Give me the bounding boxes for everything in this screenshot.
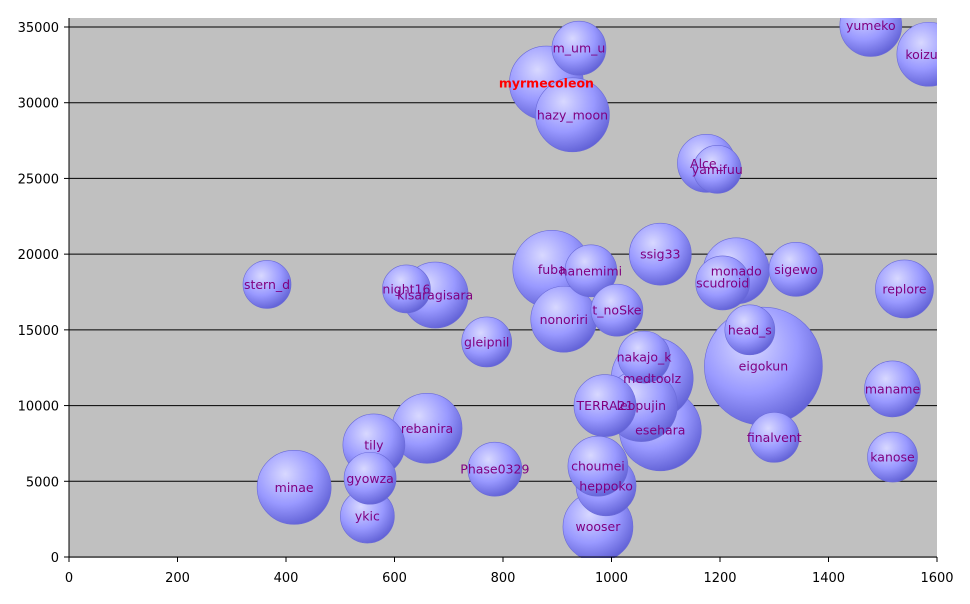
bubble-label-fuba: fuba <box>538 262 566 277</box>
bubble-scudroid <box>695 255 751 311</box>
y-axis-ticks: 0 5000 10000 15000 20000 25000 30000 35000 <box>18 21 69 566</box>
bubble-label-TERRA21: TERRA21 <box>576 398 634 413</box>
bubble-label-yamifuu: yamifuu <box>692 162 743 177</box>
bubble-label-gleipnil: gleipnil <box>464 334 509 349</box>
bubble-replore <box>875 259 934 319</box>
bubble-label-stern_d: stern_d <box>244 277 290 292</box>
bubble-label-night16: night16 <box>382 281 430 296</box>
bubble-t_noSke <box>590 283 644 337</box>
bubble-hanemimi <box>564 244 618 298</box>
x-tick-label-6: 1200 <box>703 571 736 586</box>
y-tick-label-4: 20000 <box>18 248 59 263</box>
bubble-label-scudroid: scudroid <box>696 275 749 290</box>
bubble-label-Phase0329: Phase0329 <box>460 462 529 477</box>
bubble-label-maname: maname <box>865 381 921 396</box>
y-tick-label-3: 15000 <box>18 324 59 339</box>
bubble-label-gyowza: gyowza <box>346 471 393 486</box>
bubble-label-hazy_moon: hazy_moon <box>537 107 608 122</box>
bubble-label-medtoolz: medtoolz <box>623 371 681 386</box>
bubble-Phase0329 <box>467 441 523 497</box>
bubble-label-esehara: esehara <box>635 422 685 437</box>
bubble-gleipnil <box>461 316 513 368</box>
bubble-label-replore: replore <box>882 281 926 296</box>
x-tick-label-7: 1400 <box>812 571 845 586</box>
bubble-label-choumei: choumei <box>571 459 625 474</box>
bubble-label-tily: tily <box>364 437 384 452</box>
bubbles-layer <box>242 18 937 558</box>
x-tick-label-3: 600 <box>382 571 407 586</box>
x-tick-label-1: 200 <box>165 571 190 586</box>
bubble-label-finalvent: finalvent <box>747 430 802 445</box>
y-tick-label-0: 0 <box>51 551 59 566</box>
y-tick-label-6: 30000 <box>18 97 59 112</box>
x-tick-label-0: 0 <box>65 571 73 586</box>
x-tick-label-4: 800 <box>491 571 516 586</box>
bubble-label-minae: minae <box>275 480 314 495</box>
bubble-label-kisaragisara: kisaragisara <box>397 288 473 303</box>
bubble-ssig33 <box>629 222 692 286</box>
bubble-label-t_noSke: t_noSke <box>592 303 641 318</box>
bubble-label-ssig33: ssig33 <box>640 247 680 262</box>
bubble-minae <box>256 450 332 525</box>
bubble-TERRA21 <box>573 374 637 437</box>
y-tick-label-2: 10000 <box>18 400 59 415</box>
bubble-choumei <box>567 435 629 497</box>
bubble-night16 <box>382 264 431 314</box>
bubble-yamifuu <box>692 145 742 194</box>
bubble-m_um_u <box>551 20 607 76</box>
bubble-label-nonoriri: nonoriri <box>540 312 588 327</box>
y-tick-label-1: 5000 <box>26 475 59 490</box>
bubble-label-sigewo: sigewo <box>774 262 817 277</box>
bubble-label-eigokun: eigokun <box>739 359 788 374</box>
bubble-label-m_um_u: m_um_u <box>553 41 606 56</box>
bubble-label-heppoko: heppoko <box>579 478 633 493</box>
x-tick-label-5: 1000 <box>595 571 628 586</box>
bubble-gyowza <box>343 451 397 505</box>
bubble-label-wooser: wooser <box>576 519 622 534</box>
bubble-label-head_s: head_s <box>728 322 772 337</box>
bubble-label-hanemimi: hanemimi <box>560 263 623 278</box>
bubble-head_s <box>724 304 776 356</box>
bubble-yumeko <box>839 18 903 57</box>
bubble-label-ykic: ykic <box>355 509 380 524</box>
bubble-label-monado: monado <box>711 263 762 278</box>
bubble-label-nakajo_k: nakajo_k <box>617 350 673 365</box>
bubble-label-yumeko: yumeko <box>846 18 896 33</box>
bubble-label-rebanira: rebanira <box>401 421 453 436</box>
bubble-label-Alce_: Alce_ <box>690 156 724 171</box>
x-tick-label-2: 400 <box>274 571 299 586</box>
bubble-label-koizuka: koizuka <box>905 47 952 62</box>
bubble-labels-layer: eigokun esehara medtoolz myrmecoleon fuba min… <box>244 18 952 534</box>
bubble-finalvent <box>748 412 800 463</box>
bubble-kanose <box>867 431 918 483</box>
bubble-maname <box>864 360 921 418</box>
x-axis-ticks: 0 200 400 600 800 1000 1200 1400 1600 <box>65 557 954 586</box>
bubble-hazy_moon <box>535 77 610 153</box>
bubble-label-kanose: kanose <box>870 450 915 465</box>
bubble-label-leopujin: leopujin <box>617 398 667 413</box>
x-tick-label-8: 1600 <box>920 571 953 586</box>
bubble-stern_d <box>242 260 292 309</box>
bubble-koizuka <box>896 21 937 87</box>
y-tick-label-7: 35000 <box>18 21 59 36</box>
bubble-sigewo <box>768 241 824 297</box>
y-tick-label-5: 25000 <box>18 172 59 187</box>
bubble-label-myrmecoleon: myrmecoleon <box>499 76 594 91</box>
bubble-nakajo_k <box>617 330 671 384</box>
